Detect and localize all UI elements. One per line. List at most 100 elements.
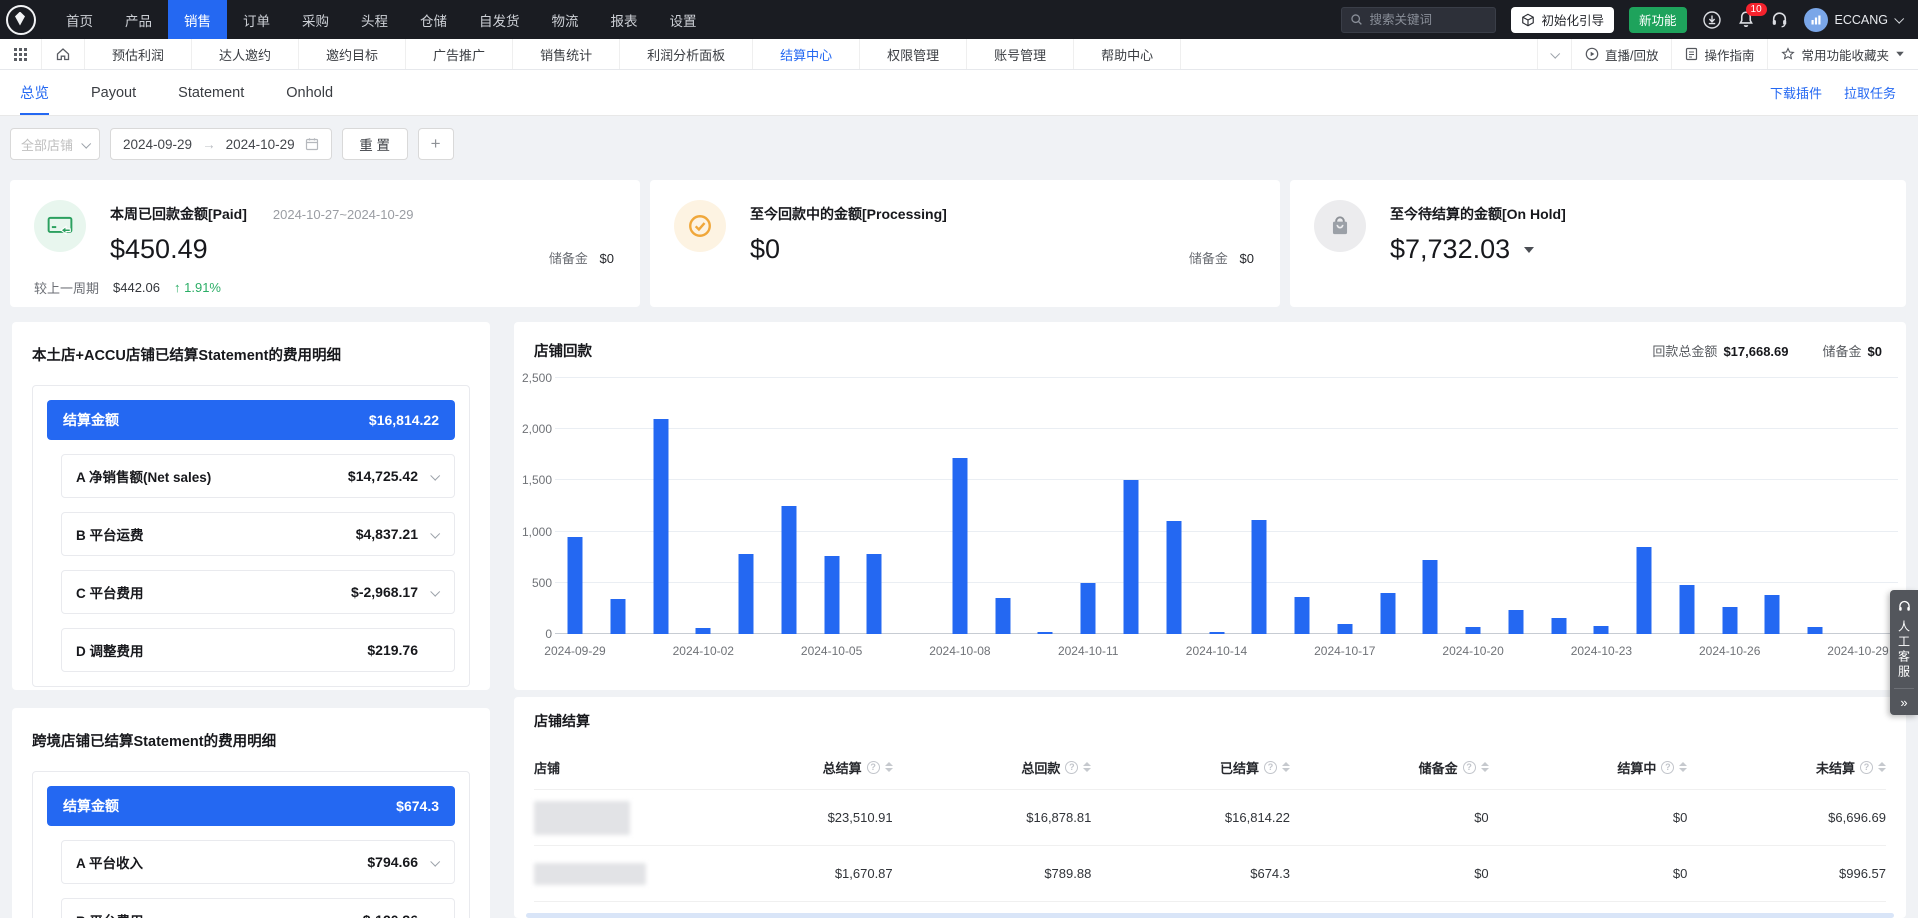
search-icon (1350, 13, 1363, 26)
tab-onhold[interactable]: Onhold (286, 70, 333, 115)
subnav-item-invite-target[interactable]: 邀约目标 (299, 39, 406, 69)
subnav-collapse-button[interactable] (1537, 39, 1571, 69)
help-icon (1463, 761, 1476, 774)
fee-row-platform-shipping[interactable]: B 平台运费 $4,837.21 (61, 512, 455, 556)
chevron-down-icon[interactable] (430, 586, 440, 596)
init-guide-button[interactable]: 初始化引导 (1511, 7, 1614, 33)
chart-x-tick-label: 2024-10-20 (1442, 644, 1503, 658)
subnav-item-account-mgmt[interactable]: 账号管理 (967, 39, 1074, 69)
collapse-panel-button[interactable]: » (1890, 689, 1918, 715)
apps-grid-button[interactable] (0, 39, 42, 69)
fee-row-platform-fees[interactable]: B 平台费用 $-120.36 (61, 898, 455, 918)
cell-total-payment: $16,878.81 (893, 810, 1092, 825)
operation-guide-label: 操作指南 (1704, 45, 1754, 64)
top-nav-settings[interactable]: 设置 (654, 0, 713, 39)
column-header-unsettled: 未结算 (1687, 758, 1886, 777)
subnav-item-permission-mgmt[interactable]: 权限管理 (860, 39, 967, 69)
paid-card-amount: $450.49 (110, 234, 616, 265)
top-nav-warehouse[interactable]: 仓储 (404, 0, 463, 39)
top-nav-orders[interactable]: 订单 (227, 0, 286, 39)
settlement-amount-header: 结算金额 $16,814.22 (47, 400, 455, 440)
onhold-dropdown-caret[interactable] (1524, 247, 1534, 253)
live-replay-link[interactable]: 直播/回放 (1571, 39, 1671, 69)
support-headset-button[interactable] (1770, 10, 1789, 29)
operation-guide-link[interactable]: 操作指南 (1671, 39, 1767, 69)
subnav-item-sales-statistics[interactable]: 销售统计 (513, 39, 620, 69)
chart-bar (824, 556, 839, 634)
top-nav-sales[interactable]: 销售 (168, 0, 227, 39)
fee-row-label: B 平台运费 (76, 524, 144, 544)
chevron-down-icon[interactable] (430, 470, 440, 480)
download-plugin-link[interactable]: 下载插件 (1770, 83, 1822, 102)
top-nav-reports[interactable]: 报表 (595, 0, 654, 39)
customer-service-button[interactable]: 人工客服 (1890, 590, 1918, 688)
chart-bar (1423, 560, 1438, 634)
chart-bars (575, 378, 1858, 634)
sort-icon[interactable] (1083, 762, 1091, 772)
tab-overview[interactable]: 总览 (20, 70, 49, 115)
top-nav-self-shipping[interactable]: 自发货 (463, 0, 536, 39)
add-filter-button[interactable]: + (418, 128, 454, 160)
chart-x-tick-label: 2024-10-05 (801, 644, 862, 658)
sort-icon[interactable] (1282, 762, 1290, 772)
fee-row-net-sales[interactable]: A 净销售额(Net sales) $14,725.42 (61, 454, 455, 498)
chevron-down-icon[interactable] (430, 914, 440, 918)
tab-statement[interactable]: Statement (178, 70, 244, 115)
sort-icon[interactable] (1481, 762, 1489, 772)
top-nav-purchasing[interactable]: 采购 (286, 0, 345, 39)
global-search[interactable] (1341, 7, 1496, 33)
help-icon (1264, 761, 1277, 774)
chart-x-tick-label: 2024-10-14 (1186, 644, 1247, 658)
subnav-item-ad-promotion[interactable]: 广告推广 (406, 39, 513, 69)
fee-row-adjustment-fees[interactable]: D 调整费用 $219.76 (61, 628, 455, 672)
subnav-item-estimated-profit[interactable]: 预估利润 (85, 39, 192, 69)
sort-icon[interactable] (885, 762, 893, 772)
tab-payout[interactable]: Payout (91, 70, 136, 115)
fee-row-label: B 平台费用 (76, 910, 144, 918)
user-menu[interactable]: ECCANG (1804, 8, 1902, 32)
fee-row-platform-income[interactable]: A 平台收入 $794.66 (61, 840, 455, 884)
paid-card-period: 2024-10-27~2024-10-29 (273, 207, 414, 222)
reset-button[interactable]: 重 置 (342, 128, 408, 160)
cell-settled: $674.3 (1091, 866, 1290, 881)
chart-bar (1637, 547, 1652, 634)
shop-select[interactable]: 全部店铺 (10, 128, 100, 160)
sort-icon[interactable] (1679, 762, 1687, 772)
date-range-picker[interactable]: 2024-09-29 → 2024-10-29 (110, 128, 332, 160)
reserve-label: 储备金 (549, 251, 588, 266)
new-feature-button[interactable]: 新功能 (1629, 7, 1687, 33)
subnav-item-influencer-invite[interactable]: 达人邀约 (192, 39, 299, 69)
total-payment-value: $17,668.69 (1723, 344, 1788, 359)
fee-row-platform-fees[interactable]: C 平台费用 $-2,968.17 (61, 570, 455, 614)
notifications-button[interactable]: 10 (1737, 10, 1755, 29)
chart-bar (1551, 618, 1566, 634)
chart-bar (1252, 520, 1267, 634)
chart-bar (867, 554, 882, 634)
sort-icon[interactable] (1878, 762, 1886, 772)
subnav-item-help-center[interactable]: 帮助中心 (1074, 39, 1181, 69)
top-nav-home[interactable]: 首页 (50, 0, 109, 39)
subnav-item-profit-analysis[interactable]: 利润分析面板 (620, 39, 753, 69)
chart-bar (1679, 585, 1694, 634)
top-nav-products[interactable]: 产品 (109, 0, 168, 39)
favorites-label: 常用功能收藏夹 (1801, 45, 1889, 64)
column-header-shop: 店铺 (534, 758, 694, 777)
cell-total-settlement: $1,670.87 (694, 866, 893, 881)
fee-row-value: $14,725.42 (348, 468, 418, 484)
subnav-item-settlement-center[interactable]: 结算中心 (753, 39, 860, 69)
chevron-down-icon[interactable] (430, 856, 440, 866)
horizontal-scrollbar[interactable] (526, 913, 1894, 918)
play-circle-icon (1585, 47, 1599, 61)
download-center-button[interactable] (1702, 10, 1722, 30)
top-nav-logistics[interactable]: 物流 (536, 0, 595, 39)
init-guide-label: 初始化引导 (1541, 10, 1604, 29)
favorites-menu[interactable]: 常用功能收藏夹 (1767, 39, 1918, 69)
chevron-down-icon (81, 138, 91, 148)
home-button[interactable] (42, 39, 85, 69)
avatar (1804, 8, 1828, 32)
top-nav-first-leg[interactable]: 头程 (345, 0, 404, 39)
search-input[interactable] (1369, 13, 1479, 27)
chevron-down-icon[interactable] (430, 528, 440, 538)
pull-task-link[interactable]: 拉取任务 (1844, 83, 1896, 102)
help-icon (1065, 761, 1078, 774)
